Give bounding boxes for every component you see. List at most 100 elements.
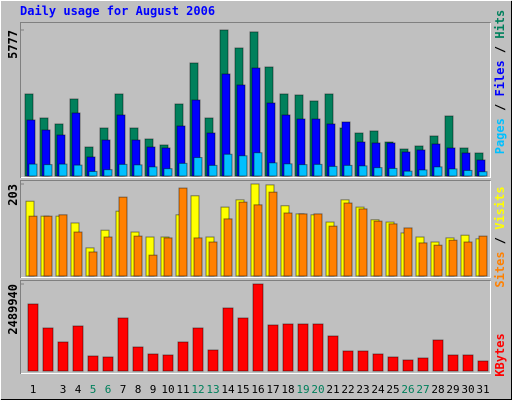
y-tick-label: 2489940 bbox=[6, 284, 20, 335]
bar bbox=[447, 354, 459, 372]
bar bbox=[118, 196, 128, 277]
x-tick-label: 28 bbox=[431, 383, 444, 396]
x-tick-label: 24 bbox=[371, 383, 385, 396]
bar bbox=[207, 349, 219, 372]
bar bbox=[28, 215, 38, 277]
bar bbox=[388, 223, 398, 277]
bar bbox=[28, 163, 38, 177]
x-tick-label: 25 bbox=[386, 383, 399, 396]
bar bbox=[133, 235, 143, 277]
bar bbox=[477, 360, 489, 372]
bar bbox=[463, 241, 473, 277]
bar bbox=[192, 327, 204, 372]
x-tick-label: 12 bbox=[191, 383, 204, 396]
bar bbox=[103, 169, 113, 177]
bar bbox=[448, 239, 458, 277]
bar bbox=[403, 227, 413, 277]
legend-separator: / bbox=[493, 39, 507, 61]
bar bbox=[298, 213, 308, 277]
x-tick-label: 15 bbox=[236, 383, 249, 396]
x-tick-label: 14 bbox=[221, 383, 235, 396]
bar bbox=[283, 212, 293, 277]
x-tick-label: 6 bbox=[105, 383, 112, 396]
x-tick-label: 16 bbox=[251, 383, 264, 396]
x-tick-label: 11 bbox=[176, 383, 189, 396]
bar bbox=[103, 236, 113, 277]
bar bbox=[402, 359, 414, 372]
x-tick-label: 29 bbox=[446, 383, 459, 396]
legend-entry: KBytes bbox=[493, 333, 507, 376]
bar bbox=[238, 201, 248, 277]
y-tick-label: 5777 bbox=[6, 30, 20, 59]
bar bbox=[462, 354, 474, 372]
bar bbox=[358, 165, 368, 177]
x-tick-label: 30 bbox=[461, 383, 474, 396]
bar bbox=[208, 241, 218, 277]
bar bbox=[313, 213, 323, 277]
bar bbox=[223, 218, 233, 277]
bar bbox=[162, 354, 174, 372]
x-tick-label: 13 bbox=[206, 383, 219, 396]
legend-entry: Pages bbox=[493, 118, 507, 154]
bar bbox=[463, 169, 473, 177]
bar bbox=[282, 323, 294, 372]
bar bbox=[268, 191, 278, 277]
bar bbox=[372, 353, 384, 372]
x-tick-label: 10 bbox=[161, 383, 174, 396]
x-tick-label: 17 bbox=[266, 383, 279, 396]
x-tick-label: 21 bbox=[326, 383, 339, 396]
panel-frame-light bbox=[21, 23, 491, 178]
bar bbox=[27, 303, 39, 372]
bar bbox=[208, 164, 218, 177]
x-tick-label: 9 bbox=[150, 383, 157, 396]
bar bbox=[417, 357, 429, 372]
legend-separator: / bbox=[493, 230, 507, 252]
bar bbox=[343, 202, 353, 277]
bar bbox=[57, 341, 69, 372]
bar bbox=[223, 153, 233, 177]
legend-entry: Visits bbox=[493, 186, 507, 229]
legend: Sites / Visits bbox=[493, 186, 507, 287]
bar bbox=[342, 350, 354, 372]
bar bbox=[297, 323, 309, 372]
legend: Pages / Files / Hits bbox=[493, 10, 507, 155]
bar bbox=[132, 346, 144, 372]
bar bbox=[88, 170, 98, 177]
x-tick-label: 7 bbox=[120, 383, 127, 396]
bar bbox=[253, 204, 263, 277]
bar bbox=[43, 164, 53, 177]
bar bbox=[373, 167, 383, 177]
bar bbox=[252, 283, 264, 372]
x-tick-label: 5 bbox=[90, 383, 97, 396]
chart-title: Daily usage for August 2006 bbox=[20, 4, 215, 18]
x-tick-label: 31 bbox=[476, 383, 489, 396]
x-tick-label: 8 bbox=[135, 383, 142, 396]
bar bbox=[193, 157, 203, 177]
bar bbox=[73, 231, 83, 277]
bar bbox=[478, 235, 488, 277]
bar bbox=[222, 307, 234, 372]
panel-frame-dark bbox=[20, 180, 491, 278]
bar bbox=[43, 215, 53, 277]
bar bbox=[298, 164, 308, 177]
bar bbox=[148, 254, 158, 277]
x-tick-label: 22 bbox=[341, 383, 354, 396]
bar bbox=[433, 244, 443, 277]
bar bbox=[73, 164, 83, 177]
bar bbox=[418, 169, 428, 177]
bar bbox=[373, 220, 383, 277]
x-tick-label: 27 bbox=[416, 383, 429, 396]
bar bbox=[432, 339, 444, 372]
panel-frame-light bbox=[21, 181, 491, 278]
bar bbox=[343, 164, 353, 177]
bar bbox=[193, 237, 203, 277]
bar bbox=[58, 214, 68, 277]
bar bbox=[388, 167, 398, 177]
bar bbox=[58, 163, 68, 177]
bar bbox=[267, 324, 279, 372]
bar bbox=[418, 242, 428, 277]
bar bbox=[478, 171, 488, 177]
x-tick-label: 23 bbox=[356, 383, 369, 396]
bar bbox=[328, 225, 338, 277]
